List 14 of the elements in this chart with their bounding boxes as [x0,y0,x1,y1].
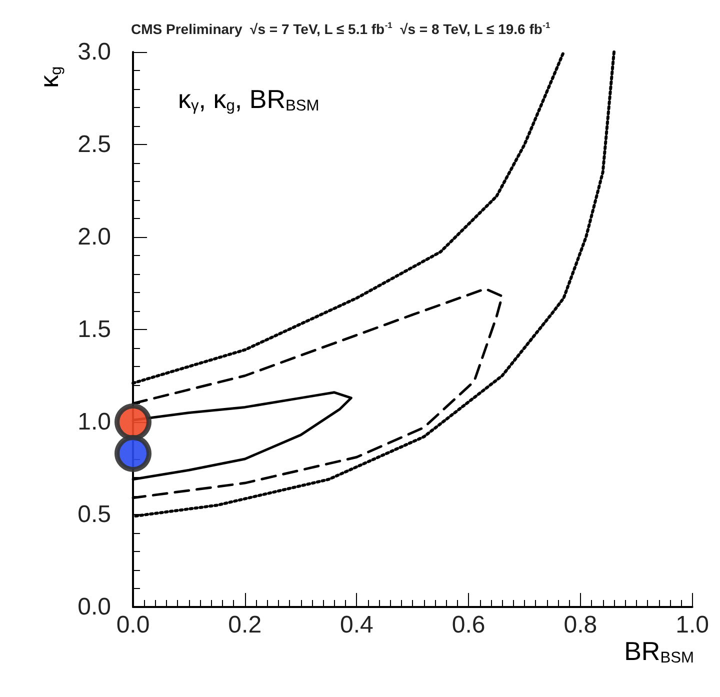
x-tick-label: 0.8 [564,612,598,638]
x-tick-label: 0.4 [340,612,374,638]
y-axis-title: κg [34,66,65,88]
x-tick-label: 0.2 [228,612,262,638]
y-tick-label: 1.0 [78,408,111,436]
y-tick-label: 2.5 [78,131,111,158]
y-tick-label: 3.0 [78,38,111,66]
x-tick-label: 0.6 [452,612,486,638]
y-tick-label: 0.0 [78,594,111,620]
x-tick-label: 0.0 [116,612,150,638]
y-tick-label: 1.5 [78,316,111,343]
x-tick-label: 1.0 [676,612,710,638]
y-tick-label: 2.0 [78,224,111,250]
y-tick-label: 0.5 [78,501,111,528]
